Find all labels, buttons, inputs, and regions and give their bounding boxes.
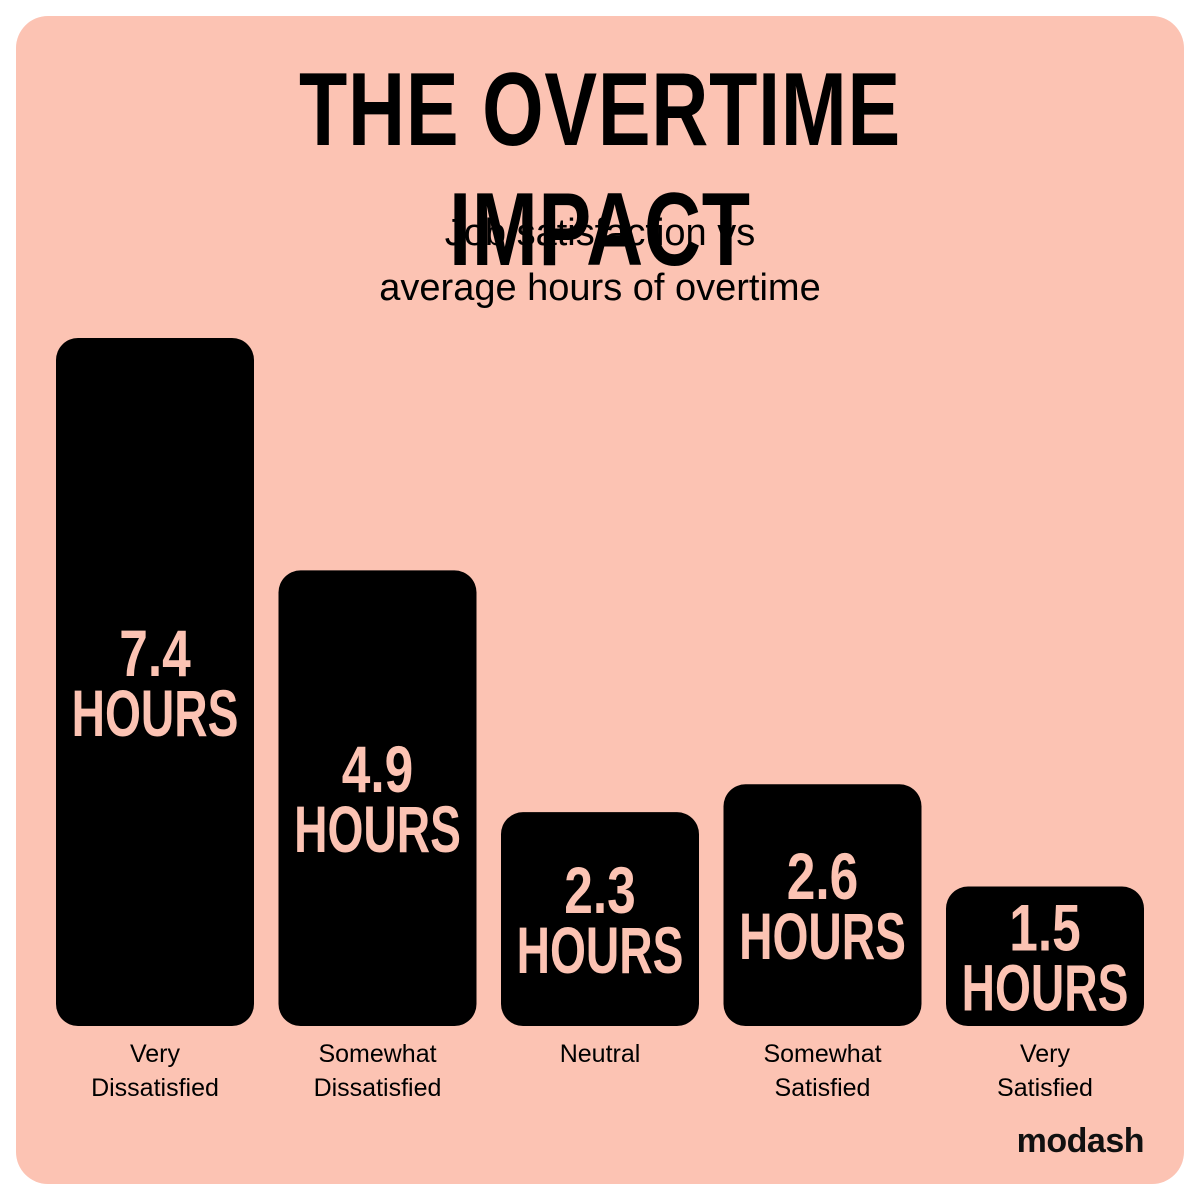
chart-title: THE OVERTIME IMPACT (299, 52, 901, 288)
bar (56, 338, 254, 1026)
bar-value-label: 7.4 (119, 616, 191, 691)
bar-value-label: 4.9 (342, 732, 414, 807)
category-tick-label: Neutral (560, 1040, 641, 1068)
bar (501, 812, 699, 1026)
bar-unit-label: HOURS (517, 914, 684, 988)
bar-unit-label: HOURS (739, 900, 906, 974)
category-tick-label: Satisfied (775, 1074, 871, 1102)
brand-logo: modash (1016, 1122, 1145, 1160)
bar (278, 570, 477, 1026)
bar-unit-label: HOURS (72, 677, 239, 751)
bar-value-label: 2.3 (564, 853, 636, 928)
bar-value-label: 2.6 (787, 839, 859, 914)
bar-unit-label: HOURS (294, 793, 461, 867)
category-tick-label: Somewhat (763, 1040, 881, 1068)
subtitle-line-1: Job satisfaction vs (444, 212, 756, 254)
category-tick-label: Very (130, 1040, 181, 1068)
bar-value-label: 1.5 (1009, 890, 1081, 965)
chart-subtitle: Job satisfaction vs average hours of ove… (0, 206, 1200, 316)
subtitle-line-2: average hours of overtime (379, 267, 821, 309)
category-tick-label: Dissatisfied (91, 1074, 219, 1102)
category-tick-label: Dissatisfied (314, 1074, 442, 1102)
bar (946, 886, 1144, 1026)
bar-unit-label: HOURS (962, 951, 1129, 1025)
bar (723, 784, 922, 1026)
category-tick-label: Very (1020, 1040, 1071, 1068)
category-tick-label: Satisfied (997, 1074, 1093, 1102)
category-tick-label: Somewhat (318, 1040, 436, 1068)
